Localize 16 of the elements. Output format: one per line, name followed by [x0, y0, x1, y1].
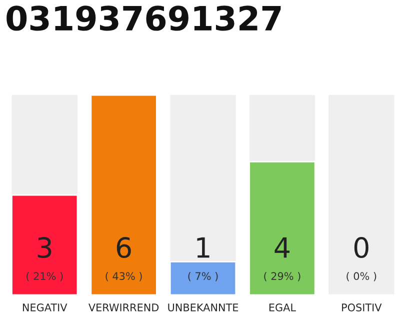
annotation: ( 43% )	[106, 272, 142, 282]
x-tick-label: EGAL	[269, 304, 296, 312]
annotation: ( 21% )	[26, 272, 63, 282]
annotation: ( 0% )	[346, 272, 376, 282]
annotation: ( 29% )	[264, 272, 300, 282]
data-label: 3	[38, 237, 52, 258]
chart-title: 031937691327	[6, 6, 281, 31]
data-label: 1	[197, 237, 210, 258]
annotation: ( 7% )	[188, 272, 218, 282]
data-label: 6	[116, 237, 131, 258]
x-tick-label: NEGATIV	[22, 304, 68, 312]
data-label: 0	[354, 237, 368, 258]
data-label: 4	[274, 237, 290, 258]
x-tick-label: UNBEKANNTE	[168, 304, 238, 312]
x-tick-label: VERWIRREND	[88, 304, 159, 312]
x-tick-label: POSITIV	[342, 304, 382, 312]
